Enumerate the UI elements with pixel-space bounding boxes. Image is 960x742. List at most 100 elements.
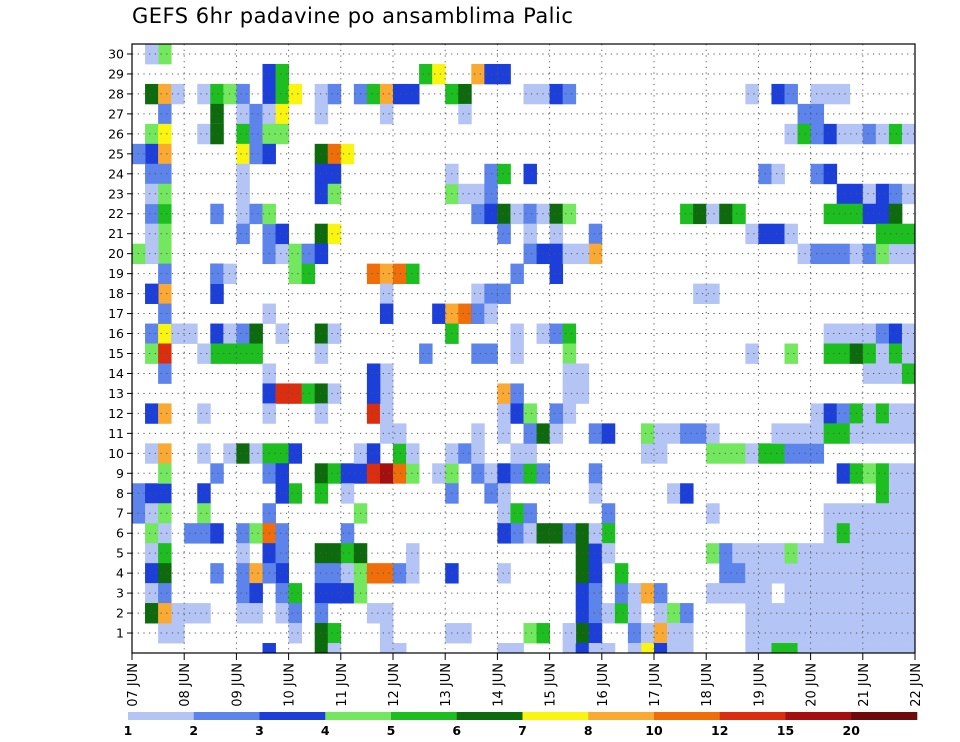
heatmap-cell (158, 363, 172, 384)
heatmap-cell (236, 163, 250, 185)
heatmap-cell (497, 483, 511, 504)
heatmap-cell (288, 603, 303, 624)
heatmap-cell (158, 223, 172, 245)
heatmap-cell (458, 83, 472, 105)
heatmap-cell (197, 403, 211, 424)
heatmap-cell (862, 463, 877, 484)
heatmap-cell (366, 603, 381, 624)
legend-label: 12 (711, 723, 728, 738)
heatmap-cell (197, 523, 211, 544)
heatmap-cell (862, 243, 877, 265)
heatmap-cell (432, 303, 446, 324)
heatmap-cell (836, 543, 851, 564)
heatmap-cell (823, 643, 838, 654)
heatmap-cell (732, 443, 746, 464)
heatmap-cell (706, 203, 720, 225)
legend-label: 15 (777, 723, 794, 738)
heatmap-cell (275, 223, 289, 245)
heatmap-cell (562, 383, 577, 404)
heatmap-cell (510, 383, 524, 404)
legend-swatch (259, 712, 326, 720)
heatmap-cell (145, 123, 159, 145)
heatmap-cell (836, 623, 851, 644)
heatmap-cell (327, 143, 342, 165)
heatmap-cell (236, 343, 250, 364)
heatmap-cell (145, 503, 159, 524)
heatmap-cell (184, 603, 198, 624)
heatmap-cell (158, 263, 172, 285)
heatmap-cell (210, 523, 224, 544)
heatmap-cell (314, 83, 329, 105)
heatmap-cell (888, 203, 903, 225)
heatmap-cell (379, 363, 394, 384)
heatmap-cell (875, 543, 890, 564)
heatmap-cell (784, 643, 798, 654)
heatmap-cell (288, 443, 303, 464)
heatmap-cell (275, 63, 289, 85)
heatmap-cell (158, 603, 172, 624)
heatmap-cell (836, 343, 851, 364)
heatmap-cell (901, 503, 916, 524)
heatmap-cell (327, 83, 342, 105)
heatmap-cell (875, 363, 890, 384)
x-tick-label: 22 JUN (909, 663, 924, 707)
heatmap-cell (562, 523, 577, 544)
heatmap-cell (549, 423, 564, 444)
y-tick-label: 2 (116, 606, 124, 621)
heatmap-cell (145, 83, 159, 105)
heatmap-cell (523, 503, 537, 524)
legend-swatch (391, 712, 458, 720)
heatmap-cell (784, 83, 798, 105)
x-tick-label: 09 JUN (230, 663, 245, 707)
heatmap-cell (888, 323, 903, 344)
heatmap-cell (340, 463, 355, 484)
heatmap-cell (158, 243, 172, 265)
heatmap-cell (236, 543, 250, 564)
color-legend: 1 2 3 4 5 6 7 8 10 12 15 20 (124, 712, 918, 738)
y-tick-label: 17 (108, 306, 124, 321)
heatmap-cell (145, 523, 159, 544)
heatmap-cell (888, 423, 903, 444)
heatmap-cell (327, 223, 342, 245)
heatmap-cell (771, 563, 785, 584)
legend-swatch (851, 712, 918, 720)
heatmap-cell (497, 523, 511, 544)
legend-swatch (719, 712, 786, 720)
heatmap-cell (745, 543, 759, 564)
y-tick-label: 14 (108, 366, 124, 381)
heatmap-cell (810, 583, 825, 604)
heatmap-cell (862, 183, 877, 205)
legend-label: 6 (452, 723, 461, 738)
heatmap-cell (275, 603, 289, 624)
heatmap-cell (523, 83, 537, 105)
heatmap-cell (327, 563, 342, 584)
heatmap-cell (875, 603, 890, 624)
heatmap-cell (549, 223, 564, 245)
y-tick-label: 6 (116, 526, 124, 541)
heatmap-cell (210, 123, 224, 145)
heatmap-cell (875, 423, 890, 444)
heatmap-cell (654, 643, 668, 654)
heatmap-cell (249, 563, 263, 584)
heatmap-cell (145, 183, 159, 205)
heatmap-cell (875, 123, 890, 145)
heatmap-cell (366, 83, 381, 105)
heatmap-cell (288, 483, 303, 504)
heatmap-cell (379, 623, 394, 644)
heatmap-cell (588, 243, 603, 265)
heatmap-cell (888, 623, 903, 644)
heatmap-cell (693, 203, 707, 225)
heatmap-cell (784, 543, 798, 564)
heatmap-cell (275, 103, 289, 125)
y-tick-label: 18 (108, 286, 124, 301)
heatmap-cell (158, 123, 172, 145)
heatmap-cell (732, 203, 746, 225)
heatmap-cell (314, 563, 329, 584)
heatmap-cell (406, 83, 420, 105)
heatmap-cell (771, 603, 785, 624)
heatmap-cell (314, 643, 329, 654)
heatmap-cell (810, 123, 825, 145)
heatmap-cell (875, 343, 890, 364)
heatmap-cell (327, 623, 342, 644)
heatmap-cell (901, 603, 916, 624)
